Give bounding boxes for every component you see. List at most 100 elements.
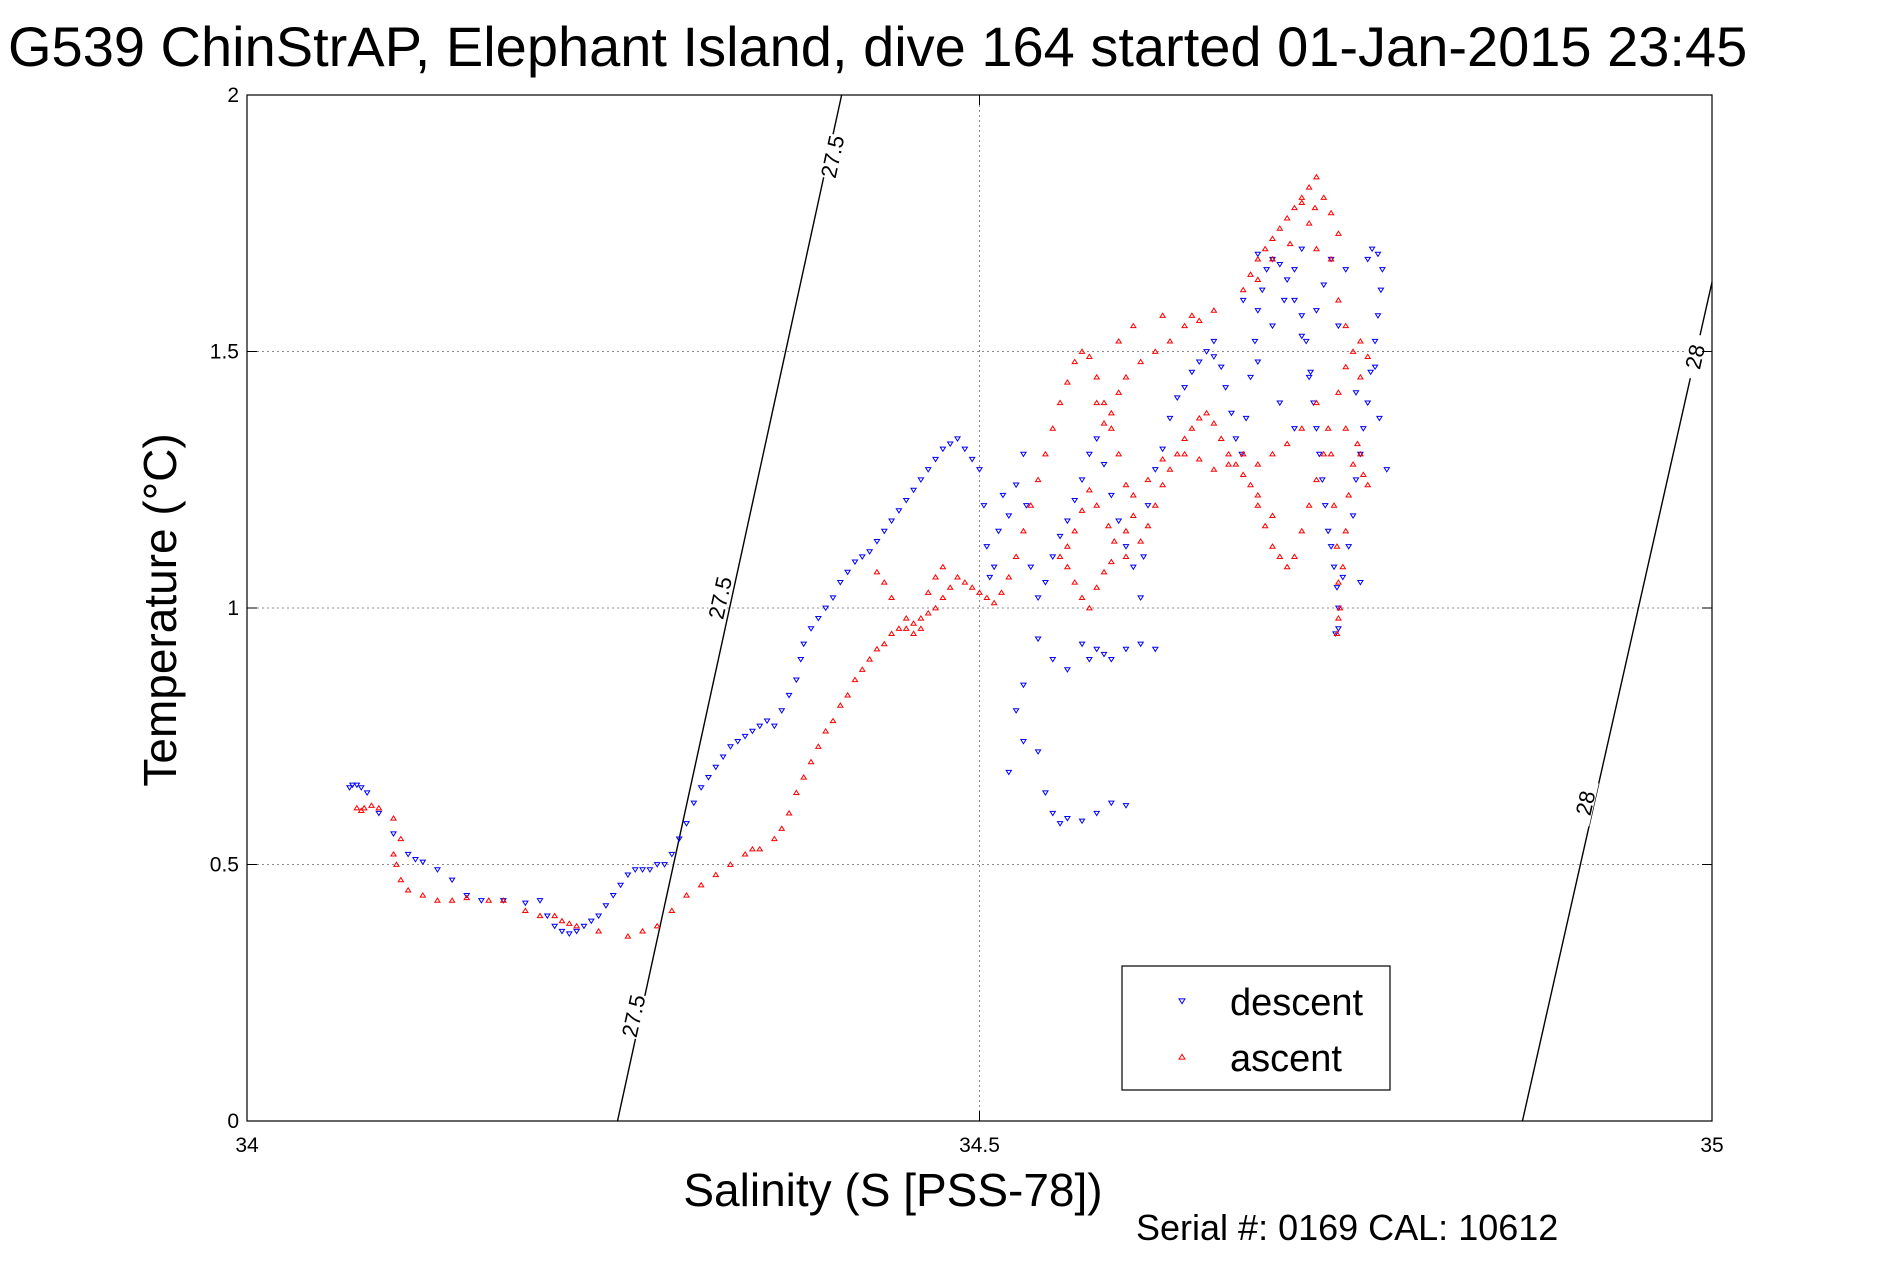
descent-point-184 xyxy=(1063,667,1071,673)
ascent-point-51 xyxy=(888,630,896,636)
descent-point-169 xyxy=(1254,359,1262,366)
descent-point-39 xyxy=(704,774,712,781)
descent-point-59 xyxy=(844,569,852,576)
y-axis-label: Temperature (°C) xyxy=(134,433,186,786)
ascent-point-35 xyxy=(770,835,778,842)
descent-point-40 xyxy=(712,764,720,771)
descent-point-6 xyxy=(389,831,398,838)
ascent-point-213 xyxy=(873,568,881,575)
y-tick-label-1: 0.5 xyxy=(210,854,239,877)
ascent-point-211 xyxy=(888,594,896,601)
descent-point-55 xyxy=(814,615,822,622)
descent-point-189 xyxy=(1107,656,1115,663)
descent-point-20 xyxy=(565,931,573,938)
descent-point-47 xyxy=(763,718,771,725)
descent-point-30 xyxy=(639,867,647,873)
ascent-point-25 xyxy=(639,927,647,934)
descent-point-182 xyxy=(1034,636,1042,643)
descent-point-124 xyxy=(1258,287,1266,294)
ascent-point-27 xyxy=(668,907,676,913)
ascent-point-148 xyxy=(1110,538,1118,544)
ascent-point-99 xyxy=(1239,471,1247,477)
descent-point-97 xyxy=(1093,436,1101,442)
ascent-point-113 xyxy=(1330,502,1338,508)
descent-point-174 xyxy=(1342,267,1350,273)
descent-point-96 xyxy=(1085,451,1093,458)
ascent-point-94 xyxy=(1203,409,1211,416)
descent-point-202 xyxy=(1078,818,1086,825)
ascent-point-126 xyxy=(1364,481,1372,488)
ascent-point-29 xyxy=(697,881,705,888)
descent-point-100 xyxy=(1115,518,1123,525)
ascent-point-9 xyxy=(397,876,405,883)
ascent-point-44 xyxy=(836,702,844,708)
x-axis-label: Salinity (S [PSS-78]) xyxy=(683,1164,1102,1216)
descent-point-168 xyxy=(1268,323,1277,330)
descent-point-53 xyxy=(800,641,808,648)
descent-point-74 xyxy=(954,436,962,442)
descent-point-102 xyxy=(1129,564,1137,571)
descent-point-63 xyxy=(873,538,881,545)
legend-box xyxy=(1121,965,1391,1091)
descent-point-45 xyxy=(748,728,756,735)
descent-point-44 xyxy=(741,733,749,740)
descent-point-83 xyxy=(999,492,1007,499)
ascent-point-82 xyxy=(1115,450,1123,457)
descent-point-188 xyxy=(1100,651,1108,658)
descent-point-10 xyxy=(433,867,441,873)
serial-footer: Serial #: 0169 CAL: 10612 xyxy=(1136,1207,1558,1248)
ascent-point-105 xyxy=(1283,563,1291,570)
descent-point-193 xyxy=(1019,682,1027,689)
ascent-point-102 xyxy=(1261,522,1269,529)
descent-point-145 xyxy=(1339,574,1347,581)
ascent-point-175 xyxy=(1210,307,1218,313)
ascent-point-80 xyxy=(1100,399,1108,406)
descent-point-101 xyxy=(1122,544,1130,550)
descent-point-186 xyxy=(1085,656,1093,663)
descent-point-170 xyxy=(1276,400,1284,407)
ascent-point-180 xyxy=(1247,271,1255,277)
descent-point-34 xyxy=(668,851,676,858)
ascent-point-74 xyxy=(1056,399,1064,406)
descent-point-68 xyxy=(910,487,918,494)
ascent-point-199 xyxy=(1268,255,1277,262)
descent-point-199 xyxy=(1049,810,1057,817)
grid xyxy=(247,95,1712,1121)
ascent-point-78 xyxy=(1085,353,1093,359)
descent-point-11 xyxy=(448,877,456,884)
ascent-point-210 xyxy=(902,614,910,621)
ascent-point-8 xyxy=(392,861,400,867)
ascent-point-68 xyxy=(1012,553,1020,560)
ascent-point-22 xyxy=(573,922,581,929)
ascent-point-120 xyxy=(1342,527,1350,534)
descent-point-157 xyxy=(1374,251,1382,258)
ascent-point-93 xyxy=(1195,414,1203,421)
ascent-point-146 xyxy=(1129,491,1137,498)
ascent-point-89 xyxy=(1166,466,1174,472)
ascent-point-58 xyxy=(939,594,947,601)
ascent-point-184 xyxy=(1276,225,1284,231)
ascent-point-30 xyxy=(712,871,720,878)
ascent-point-16 xyxy=(499,897,507,903)
descent-point-61 xyxy=(858,554,866,560)
legend-label-descent: descent xyxy=(1230,982,1364,1024)
descent-point-80 xyxy=(986,574,994,581)
ascent-point-14 xyxy=(463,894,471,901)
ascent-point-71 xyxy=(1034,476,1042,483)
ascent-point-157 xyxy=(1071,579,1079,585)
ascent-point-3 xyxy=(368,802,376,808)
descent-point-127 xyxy=(1276,261,1284,268)
descent-point-140 xyxy=(1330,564,1338,571)
descent-point-159 xyxy=(1364,256,1372,263)
chart-title: G539 ChinStrAP, Elephant Island, dive 16… xyxy=(8,15,1747,78)
descent-point-203 xyxy=(1093,810,1101,817)
y-tick-label-2: 1 xyxy=(227,597,239,620)
ascent-point-198 xyxy=(1311,204,1319,211)
x-tick-label-1: 34.5 xyxy=(959,1134,1000,1157)
ascent-point-185 xyxy=(1283,214,1291,221)
ascent-point-161 xyxy=(1100,568,1108,575)
descent-point-62 xyxy=(866,549,874,555)
ascent-point-143 xyxy=(1181,450,1189,457)
ascent-point-188 xyxy=(1305,184,1313,190)
descent-point-113 xyxy=(1203,349,1211,355)
